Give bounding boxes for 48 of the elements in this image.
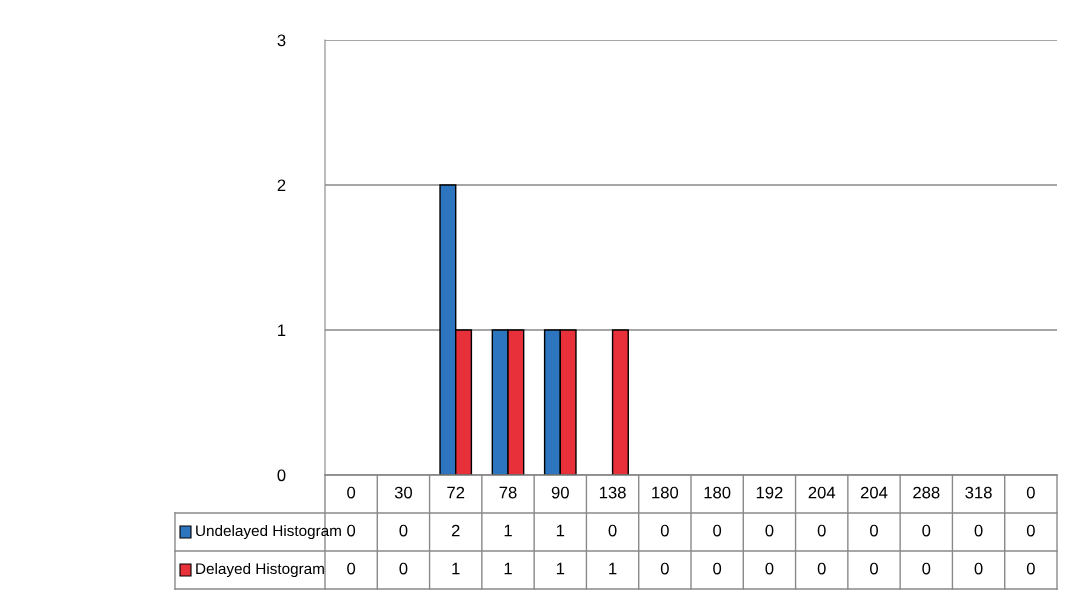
- data-label: 0: [399, 524, 408, 537]
- y-tick-label: 0: [277, 469, 286, 482]
- data-label: 0: [608, 524, 617, 537]
- data-label: 1: [556, 562, 565, 575]
- data-label: 0: [1026, 524, 1035, 537]
- data-label: 1: [504, 524, 512, 537]
- x-tick-label: 0: [1026, 486, 1035, 499]
- data-label: 0: [922, 524, 931, 537]
- y-tick-label: 1: [278, 324, 286, 337]
- data-label: 0: [870, 562, 878, 575]
- x-tick-label: 138: [599, 486, 626, 499]
- x-tick-label: 72: [447, 486, 465, 499]
- data-label: 0: [660, 562, 669, 575]
- x-tick-label: 204: [808, 486, 836, 499]
- x-tick-label: 90: [551, 486, 569, 499]
- x-tick-label: 318: [965, 486, 992, 499]
- data-label: 1: [556, 524, 565, 537]
- data-label: 0: [974, 524, 983, 537]
- data-label: 1: [504, 562, 512, 575]
- data-label: 0: [974, 562, 983, 575]
- data-label: 2: [451, 524, 460, 537]
- x-tick-label: 192: [756, 486, 783, 499]
- data-label: 0: [817, 524, 826, 537]
- data-label: 0: [817, 562, 826, 575]
- data-label: 0: [765, 524, 774, 537]
- y-tick-label: 3: [277, 34, 286, 47]
- data-label: 0: [347, 562, 356, 575]
- legend-label: Undelayed Histogram: [196, 524, 341, 540]
- x-tick-label: 180: [652, 486, 679, 499]
- x-tick-label: 30: [394, 486, 413, 499]
- data-label: 0: [870, 524, 878, 537]
- x-tick-label: 180: [704, 486, 731, 499]
- data-label: 0: [660, 524, 669, 537]
- y-tick-label: 2: [277, 179, 286, 192]
- data-label: 0: [347, 524, 356, 537]
- x-tick-label: 78: [499, 486, 517, 499]
- data-label: 1: [452, 562, 460, 575]
- x-tick-label: 204: [860, 486, 888, 499]
- data-label: 1: [609, 562, 617, 575]
- data-label: 0: [399, 562, 408, 575]
- data-label: 0: [922, 562, 931, 575]
- data-label: 0: [1026, 562, 1035, 575]
- data-label: 0: [765, 562, 774, 575]
- data-label: 0: [713, 524, 722, 537]
- data-label: 0: [713, 562, 722, 575]
- x-tick-label: 288: [913, 486, 940, 499]
- legend-label: Delayed Histogram: [196, 562, 324, 578]
- x-tick-label: 0: [347, 486, 356, 499]
